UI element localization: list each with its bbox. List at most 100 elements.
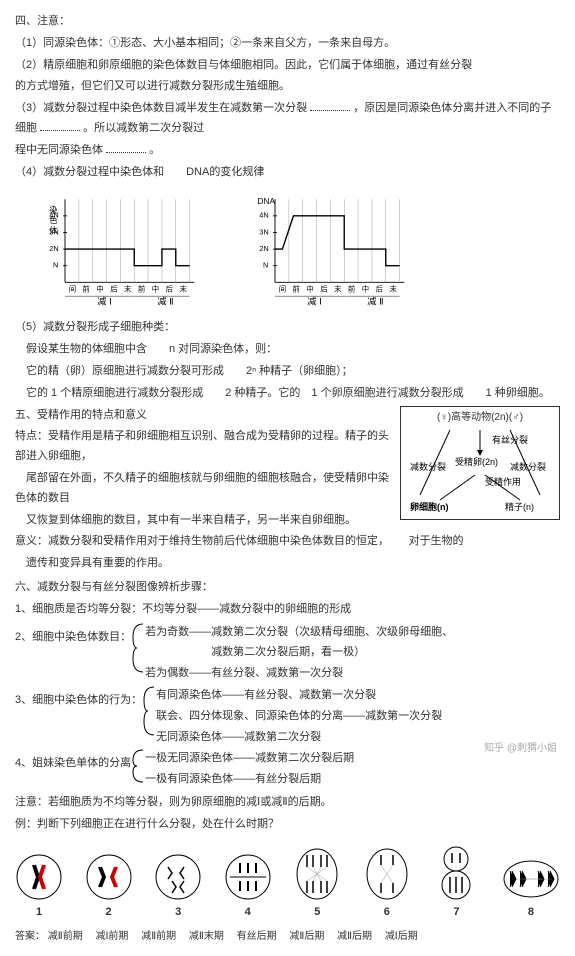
i2b: 减数第二次分裂后期，看一极）: [145, 643, 560, 663]
p3e: 。: [149, 144, 160, 156]
i3b: 联会、四分体现象、同源染色体的分离——减数第一次分裂: [156, 707, 560, 727]
section4-title: 四、注意：: [15, 12, 560, 32]
item3-label: 3、细胞中染色体的行为：: [15, 685, 142, 711]
i4b: 一极有同源染色体——有丝分裂后期: [145, 770, 560, 790]
p5b: 它的精（卵）原细胞进行减数分裂可形成 2ⁿ 种精子（卵细胞）；: [15, 362, 560, 382]
bracket-icon: [131, 622, 145, 674]
cell-8: 8: [502, 857, 560, 923]
item2-label: 2、细胞中染色体数目：: [15, 622, 131, 648]
dna-chart: DNA 4N 3N 2N N 间前中 后末前 中后末 减 Ⅰ 减 Ⅱ: [245, 190, 425, 310]
svg-text:中: 中: [306, 285, 313, 294]
svg-text:2N: 2N: [259, 244, 268, 253]
cell-label-6: 6: [363, 903, 411, 923]
svg-text:4N: 4N: [49, 211, 58, 220]
svg-text:后: 后: [166, 285, 174, 294]
example: 例：判断下列细胞正在进行什么分裂，处在什么时期？: [15, 815, 560, 835]
ans-8: 减Ⅰ后期: [385, 931, 418, 942]
cell-label-4: 4: [224, 903, 272, 923]
i2c: 若为偶数——有丝分裂、减数第一次分裂: [145, 664, 560, 684]
svg-text:减 Ⅱ: 减 Ⅱ: [367, 296, 383, 307]
p4: （4）减数分裂过程中染色体和 DNA的变化规律: [15, 163, 560, 183]
ans-4: 减Ⅱ末期: [189, 931, 224, 942]
ans-1: 减Ⅱ前期: [48, 931, 83, 942]
svg-text:减 Ⅰ: 减 Ⅰ: [307, 296, 321, 307]
cell-label-5: 5: [293, 903, 341, 923]
p3c: 。所以减数第二次分裂过: [83, 122, 204, 134]
svg-text:卵细胞(n): 卵细胞(n): [410, 501, 449, 512]
ans-3: 减Ⅱ前期: [141, 931, 176, 942]
cell-label-2: 2: [85, 903, 133, 923]
svg-text:末: 末: [389, 285, 397, 294]
p3d: 程中无同源染色体: [15, 144, 103, 156]
svg-text:减 Ⅰ: 减 Ⅰ: [97, 296, 112, 307]
svg-text:中: 中: [362, 285, 369, 294]
svg-text:前: 前: [348, 285, 355, 294]
lifecycle-diagram: (♀)高等动物(2n)(♂) 有丝分裂 减数分裂 减数分裂 受精卵(2n) 受精…: [400, 406, 560, 520]
svg-text:前: 前: [138, 285, 145, 294]
svg-text:减数分裂: 减数分裂: [410, 461, 446, 472]
cell-4: 4: [224, 853, 272, 923]
svg-text:末: 末: [179, 285, 187, 294]
svg-text:受精卵(2n): 受精卵(2n): [455, 456, 498, 467]
p5a: 假设某生物的体细胞中含 n 对同源染色体，则：: [15, 340, 560, 360]
bracket-icon: [142, 685, 156, 737]
blank3: [106, 152, 146, 153]
p3: （3）减数分裂过程中染色体数目减半发生在减数第一次分裂 ，原因是同源染色体分离并…: [15, 99, 560, 139]
svg-text:减 Ⅱ: 减 Ⅱ: [157, 296, 173, 307]
svg-text:后: 后: [320, 285, 328, 294]
p2b: 的方式增殖，但它们又可以进行减数分裂形成生殖细胞。: [15, 77, 560, 97]
cell-diagrams: 1 2 3 4 5: [15, 845, 560, 923]
cell-label-8: 8: [502, 903, 560, 923]
p5: （5）减数分裂形成子细胞种类：: [15, 318, 560, 338]
sec5-l4b: 对于生物的: [409, 535, 464, 547]
svg-text:后: 后: [376, 285, 384, 294]
svg-text:2N: 2N: [49, 244, 58, 253]
item2-row: 2、细胞中染色体数目： 若为奇数——减数第二次分裂（次级精母细胞、次级卵母细胞、…: [15, 622, 560, 685]
cell-6: 6: [363, 847, 411, 923]
charts-container: 染色体 4N 3N 2N N 间前中 后末前 中后末 减 Ⅰ 减 Ⅱ DNA 4…: [35, 190, 560, 310]
ans-6: 减Ⅱ后期: [289, 931, 324, 942]
answers-prefix: 答案：: [15, 931, 45, 942]
svg-text:N: N: [263, 261, 268, 270]
p1: （1）同源染色体：①形态、大小基本相同；②一条来自父方，一条来自母方。: [15, 34, 560, 54]
ans-7: 减Ⅱ后期: [337, 931, 372, 942]
ans-5: 有丝后期: [237, 931, 277, 942]
p2a: （2）精原细胞和卵原细胞的染色体数目与体细胞相同。因此，它们属于体细胞，通过有丝…: [15, 56, 560, 76]
cell-2: 2: [85, 853, 133, 923]
i2a: 若为奇数——减数第二次分裂（次级精母细胞、次级卵母细胞、: [145, 623, 560, 643]
blank2: [40, 130, 80, 131]
svg-text:前: 前: [83, 285, 90, 294]
item4-label: 4、姐妹染色单体的分离: [15, 748, 131, 774]
svg-text:N: N: [53, 261, 58, 270]
bracket-icon: [131, 748, 145, 784]
svg-text:3N: 3N: [49, 228, 58, 237]
item1: 1、细胞质是否均等分裂：不均等分裂——减数分裂中的卵细胞的形成: [15, 600, 560, 620]
p3a: （3）减数分裂过程中染色体数目减半发生在减数第一次分裂: [15, 102, 307, 114]
answers-line: 答案： 减Ⅱ前期 减Ⅰ前期 减Ⅱ前期 减Ⅱ末期 有丝后期 减Ⅱ后期 减Ⅱ后期 减…: [15, 928, 560, 946]
svg-text:中: 中: [96, 285, 103, 294]
svg-text:3N: 3N: [259, 228, 268, 237]
cell-label-7: 7: [432, 903, 480, 923]
cell-label-3: 3: [154, 903, 202, 923]
item4-row: 4、姐妹染色单体的分离 一极无同源染色体——减数第二次分裂后期 一极有同源染色体…: [15, 748, 560, 791]
p5c: 它的 1 个精原细胞进行减数分裂形成 2 种精子。它的 1 个卵原细胞进行减数分…: [15, 384, 560, 404]
svg-text:中: 中: [152, 285, 159, 294]
svg-text:4N: 4N: [259, 211, 268, 220]
sec5-l4a: 意义：减数分裂和受精作用对于维持生物前后代体细胞中染色体数目的恒定，: [15, 535, 384, 547]
chromosome-chart: 染色体 4N 3N 2N N 间前中 后末前 中后末 减 Ⅰ 减 Ⅱ: [35, 190, 215, 310]
p3d-line: 程中无同源染色体 。: [15, 141, 560, 161]
note: 注意：若细胞质为不均等分裂，则为卵原细胞的减Ⅰ或减Ⅱ的后期。: [15, 793, 560, 813]
cell-3: 3: [154, 853, 202, 923]
svg-text:前: 前: [293, 285, 300, 294]
svg-text:后: 后: [110, 285, 118, 294]
sec5-l4: 意义：减数分裂和受精作用对于维持生物前后代体细胞中染色体数目的恒定， 对于生物的: [15, 532, 560, 552]
svg-text:DNA: DNA: [257, 196, 275, 206]
svg-text:有丝分裂: 有丝分裂: [492, 434, 528, 445]
svg-text:间: 间: [279, 285, 286, 294]
ans-2: 减Ⅰ前期: [95, 931, 128, 942]
watermark: 知乎 @刺猬小姐: [484, 740, 557, 758]
cell-5: 5: [293, 847, 341, 923]
sidebox-top: (♀)高等动物(2n)(♂): [405, 411, 555, 425]
blank1: [310, 110, 350, 111]
svg-text:末: 末: [124, 285, 132, 294]
